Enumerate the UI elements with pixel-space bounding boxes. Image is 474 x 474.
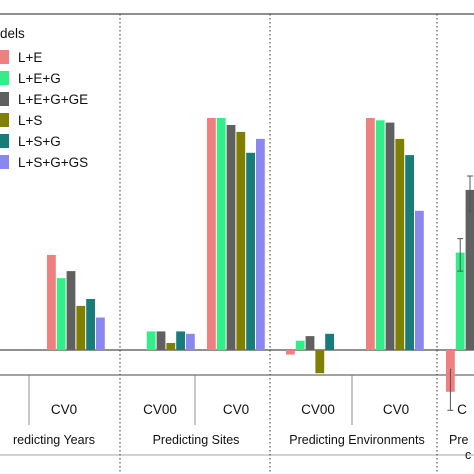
subgroup-label-2-2: CV0 bbox=[223, 402, 249, 417]
bar-1-2-l-s bbox=[76, 305, 86, 350]
labels-layer: 00CV0CV00CV0CV00CV0Credicting YearsPredi… bbox=[13, 402, 471, 462]
bar-2-2-l-e bbox=[207, 118, 216, 350]
bar-2-1-l-s-g-gs bbox=[186, 333, 195, 350]
subgroup-label-4-1: C bbox=[457, 402, 467, 417]
group-label-2: Predicting Sites bbox=[153, 433, 240, 447]
bar-1-2-l-e bbox=[47, 254, 56, 350]
subgroup-label-1-2: CV0 bbox=[51, 402, 77, 417]
legend-label-2: L+E+G bbox=[18, 71, 61, 86]
bar-2-1-l-e-g bbox=[146, 331, 156, 350]
bar-2-2-l-s-g bbox=[246, 152, 255, 350]
bar-3-2-l-s bbox=[395, 138, 405, 350]
legend-swatch-5 bbox=[0, 134, 9, 148]
bar-3-1-l-e-g bbox=[295, 340, 305, 350]
legend-swatch-2 bbox=[0, 71, 9, 85]
legend-swatch-3 bbox=[0, 92, 9, 106]
bar-4-1-l-e-g bbox=[455, 252, 465, 350]
legend-title: dels bbox=[0, 26, 25, 41]
bar-3-1-l-e-g-ge bbox=[305, 336, 315, 350]
legend-label-4: L+S bbox=[18, 113, 42, 128]
subgroup-label-3-2: CV0 bbox=[383, 402, 409, 417]
group-label-3: Predicting Environments bbox=[289, 433, 424, 447]
bar-4-1-l-e-g-ge bbox=[465, 189, 474, 350]
bar-3-2-l-s-g-gs bbox=[415, 210, 424, 350]
legend-swatch-4 bbox=[0, 113, 9, 127]
bar-3-1-l-e bbox=[286, 350, 295, 355]
bar-3-2-l-e-g-ge bbox=[385, 122, 395, 350]
group-label-1: redicting Years bbox=[13, 433, 95, 447]
bar-2-2-l-e-g-ge bbox=[226, 125, 236, 350]
legend-label-1: L+E bbox=[18, 50, 42, 65]
legend: dels L+E L+E+G L+E+G+GE L+S L+S+G L+S+G+GS bbox=[0, 26, 88, 170]
bar-2-1-l-s bbox=[166, 343, 176, 350]
bar-1-2-l-e-g-ge bbox=[66, 271, 76, 350]
bar-3-2-l-e-g bbox=[375, 120, 385, 350]
bar-2-2-l-s bbox=[236, 131, 246, 350]
bar-3-2-l-e bbox=[366, 118, 375, 350]
legend-swatch-1 bbox=[0, 50, 9, 64]
bar-3-2-l-s-g bbox=[405, 155, 414, 350]
bar-2-2-l-s-g-gs bbox=[256, 138, 265, 350]
bar-1-2-l-s-g-gs bbox=[96, 317, 105, 350]
bar-3-1-l-s-g bbox=[325, 333, 334, 350]
legend-label-3: L+E+G+GE bbox=[18, 92, 88, 107]
bars-layer bbox=[47, 118, 474, 411]
bar-1-2-l-e-g bbox=[56, 278, 66, 350]
legend-swatch-6 bbox=[0, 155, 9, 169]
legend-label-6: L+S+G+GS bbox=[18, 155, 88, 170]
legend-label-5: L+S+G bbox=[18, 134, 61, 149]
subgroup-label-3-1: CV00 bbox=[301, 402, 335, 417]
bar-2-1-l-e-g-ge bbox=[156, 331, 166, 350]
group-label-4: Pre bbox=[449, 433, 469, 447]
subgroup-label-2-1: CV00 bbox=[143, 402, 177, 417]
bar-2-1-l-s-g bbox=[176, 331, 185, 350]
bar-3-1-l-s bbox=[315, 350, 325, 374]
group-label-4-line-2: c bbox=[465, 448, 471, 462]
bar-1-2-l-s-g bbox=[86, 299, 95, 350]
bar-2-2-l-e-g bbox=[216, 118, 226, 350]
